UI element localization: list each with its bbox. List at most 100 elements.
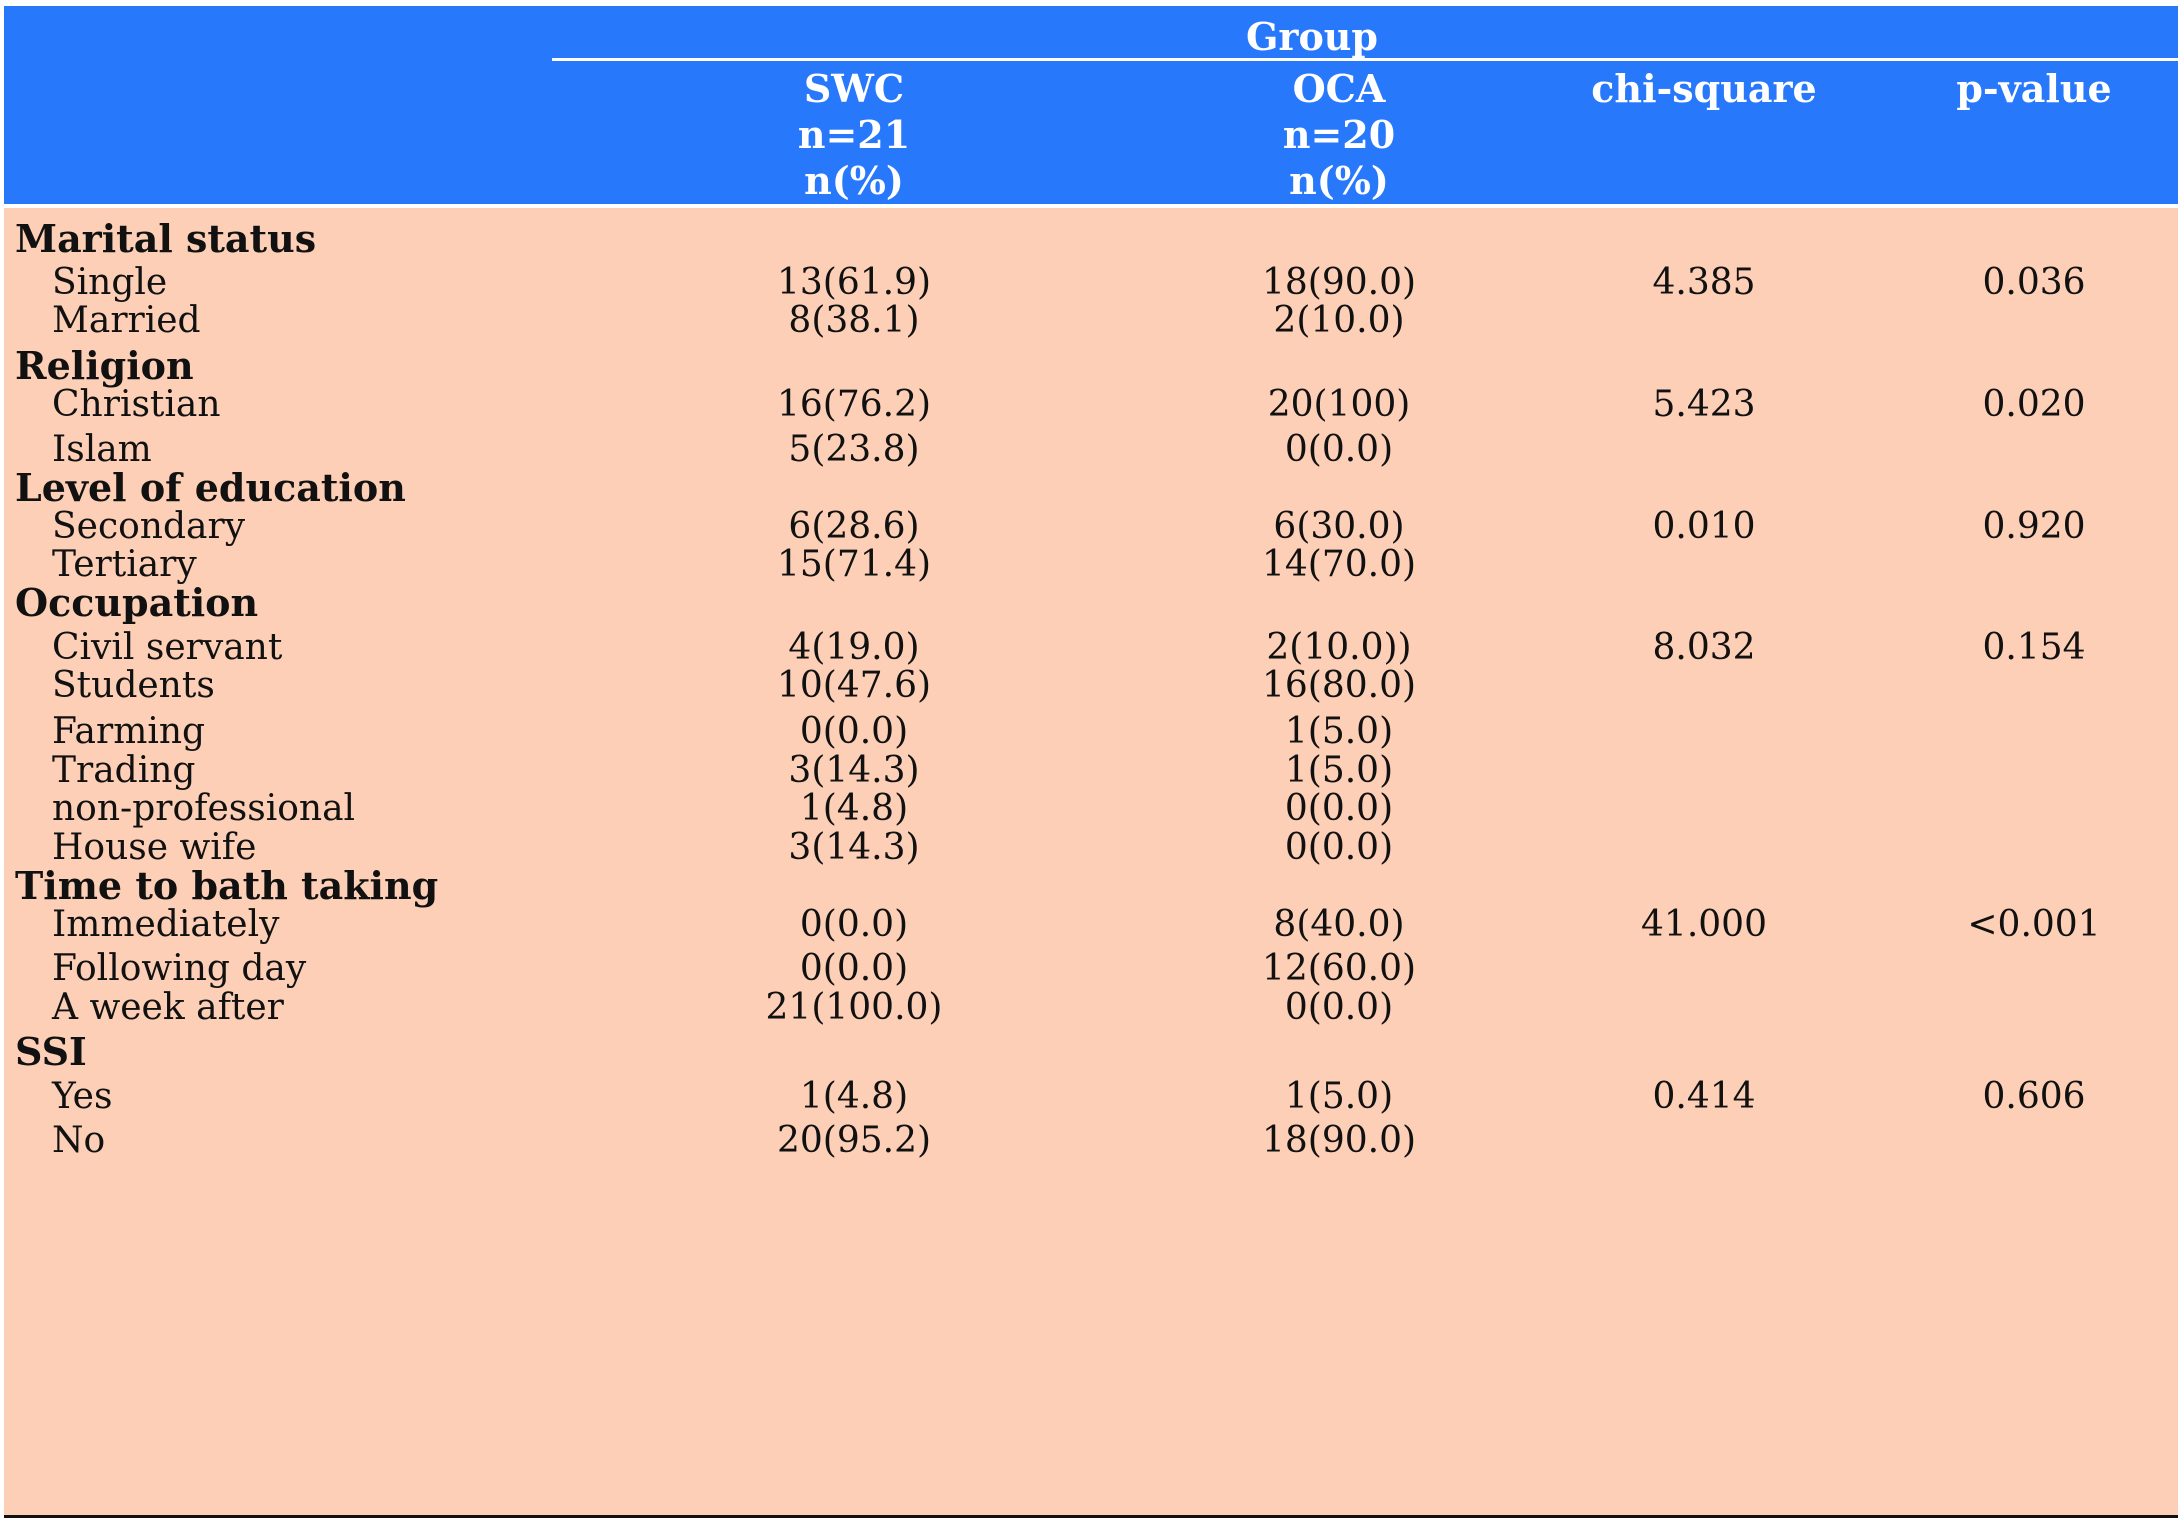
swc-value: 0(0.0) (799, 711, 909, 752)
swc-value: 21(100.0) (765, 987, 943, 1028)
swc-column-header: SWC n=21 n(%) (664, 66, 1044, 204)
row-label: Single (52, 262, 168, 303)
section-header-row: SSI (4, 1027, 2178, 1077)
oca-value: 1(5.0) (1284, 711, 1394, 752)
table-row: Immediately 0(0.0) 8(40.0) 41.000 <0.001 (4, 900, 2178, 950)
header-divider (4, 204, 2178, 208)
swc-value: 5(23.8) (788, 429, 920, 470)
row-label: House wife (52, 827, 257, 868)
oca-value: 6(30.0) (1273, 506, 1405, 547)
table-row: Following day 0(0.0) 12(60.0) (4, 944, 2178, 994)
oca-value: 1(5.0) (1284, 750, 1394, 791)
table-row: Christian 16(76.2) 20(100) 5.423 0.020 (4, 380, 2178, 430)
section-header-row: Marital status (4, 214, 2178, 264)
oca-value: 0(0.0) (1284, 827, 1394, 868)
p-value-value: <0.001 (1967, 904, 2101, 945)
row-label: Time to bath taking (15, 863, 439, 908)
table-row: Married 8(38.1) 2(10.0) (4, 296, 2178, 346)
p-value-value: 0.154 (1982, 627, 2086, 668)
swc-value: 16(76.2) (776, 384, 932, 425)
swc-value: 0(0.0) (799, 904, 909, 945)
chi-square-value: 5.423 (1652, 384, 1756, 425)
chi-square-value: 0.010 (1652, 506, 1756, 547)
row-label: Students (52, 665, 215, 706)
swc-value: 15(71.4) (776, 544, 932, 585)
oca-value: 18(90.0) (1261, 262, 1417, 303)
row-label: Tertiary (52, 544, 197, 585)
row-label: A week after (52, 987, 284, 1028)
p-value-column-header: p-value (1956, 66, 2112, 111)
oca-header-name: OCA (1292, 66, 1386, 111)
row-label: Following day (52, 948, 307, 989)
oca-value: 18(90.0) (1261, 1120, 1417, 1161)
table-row: Single 13(61.9) 18(90.0) 4.385 0.036 (4, 258, 2178, 308)
swc-header-unit: n(%) (804, 158, 904, 203)
oca-value: 14(70.0) (1261, 544, 1417, 585)
p-value-value: 0.020 (1982, 384, 2086, 425)
chi-square-value: 0.414 (1652, 1076, 1756, 1117)
table-row: Tertiary 15(71.4) 14(70.0) (4, 540, 2178, 590)
group-underline (552, 58, 2178, 61)
chi-square-value: 8.032 (1652, 627, 1756, 668)
oca-value: 0(0.0) (1284, 788, 1394, 829)
swc-value: 13(61.9) (776, 262, 932, 303)
table-row: A week after 21(100.0) 0(0.0) (4, 983, 2178, 1033)
oca-value: 0(0.0) (1284, 429, 1394, 470)
swc-value: 3(14.3) (788, 827, 920, 868)
table-row: Yes 1(4.8) 1(5.0) 0.414 0.606 (4, 1072, 2178, 1122)
oca-column-header: OCA n=20 n(%) (1149, 66, 1529, 204)
swc-header-count: n=21 (797, 112, 911, 157)
row-label: SSI (15, 1029, 87, 1074)
row-label: Marital status (15, 216, 317, 261)
p-value-value: 0.920 (1982, 506, 2086, 547)
row-label: non-professional (52, 788, 356, 829)
table-row: Farming 0(0.0) 1(5.0) (4, 707, 2178, 757)
oca-value: 2(10.0) (1273, 300, 1405, 341)
swc-value: 10(47.6) (776, 665, 932, 706)
row-label: Level of education (15, 465, 406, 510)
row-label: Secondary (52, 506, 246, 547)
table-body: Marital status Single 13(61.9) 18(90.0) 4.38… (4, 208, 2178, 1518)
swc-value: 6(28.6) (788, 506, 920, 547)
swc-value: 8(38.1) (788, 300, 920, 341)
table-header: Group SWC n=21 n(%) OCA n=20 n(%) chi-sq… (4, 6, 2178, 204)
table-row: Civil servant 4(19.0) 2(10.0)) 8.032 0.154 (4, 623, 2178, 673)
swc-value: 3(14.3) (788, 750, 920, 791)
row-label: Islam (52, 429, 152, 470)
chi-square-value: 4.385 (1652, 262, 1756, 303)
oca-value: 20(100) (1267, 384, 1411, 425)
table-row: No 20(95.2) 18(90.0) (4, 1116, 2178, 1166)
swc-value: 0(0.0) (799, 948, 909, 989)
row-label: Christian (52, 384, 221, 425)
oca-value: 2(10.0)) (1266, 627, 1412, 668)
oca-header-unit: n(%) (1289, 158, 1389, 203)
row-label: Trading (52, 750, 196, 791)
demographics-table: Group SWC n=21 n(%) OCA n=20 n(%) chi-sq… (4, 6, 2178, 1518)
table-row: House wife 3(14.3) 0(0.0) (4, 823, 2178, 873)
p-value-value: 0.606 (1982, 1076, 2086, 1117)
row-label: No (52, 1120, 106, 1161)
group-header: Group (1245, 14, 1379, 59)
p-value-value: 0.036 (1982, 262, 2086, 303)
chi-square-column-header: chi-square (1591, 66, 1817, 111)
table-row: non-professional 1(4.8) 0(0.0) (4, 784, 2178, 834)
row-label: Farming (52, 711, 206, 752)
section-header-row: Time to bath taking (4, 861, 2178, 911)
swc-value: 1(4.8) (799, 1076, 909, 1117)
row-label: Immediately (52, 904, 280, 945)
oca-value: 12(60.0) (1261, 948, 1417, 989)
oca-header-count: n=20 (1282, 112, 1396, 157)
section-header-row: Level of education (4, 463, 2178, 513)
swc-value: 1(4.8) (799, 788, 909, 829)
row-label: Married (52, 300, 201, 341)
row-label: Yes (52, 1076, 113, 1117)
swc-value: 20(95.2) (776, 1120, 932, 1161)
table-row: Islam 5(23.8) 0(0.0) (4, 425, 2178, 475)
table-row: Secondary 6(28.6) 6(30.0) 0.010 0.920 (4, 502, 2178, 552)
swc-value: 4(19.0) (788, 627, 920, 668)
section-header-row: Occupation (4, 578, 2178, 628)
oca-value: 8(40.0) (1273, 904, 1405, 945)
table-row: Students 10(47.6) 16(80.0) (4, 661, 2178, 711)
oca-value: 16(80.0) (1261, 665, 1417, 706)
row-label: Religion (15, 343, 194, 388)
